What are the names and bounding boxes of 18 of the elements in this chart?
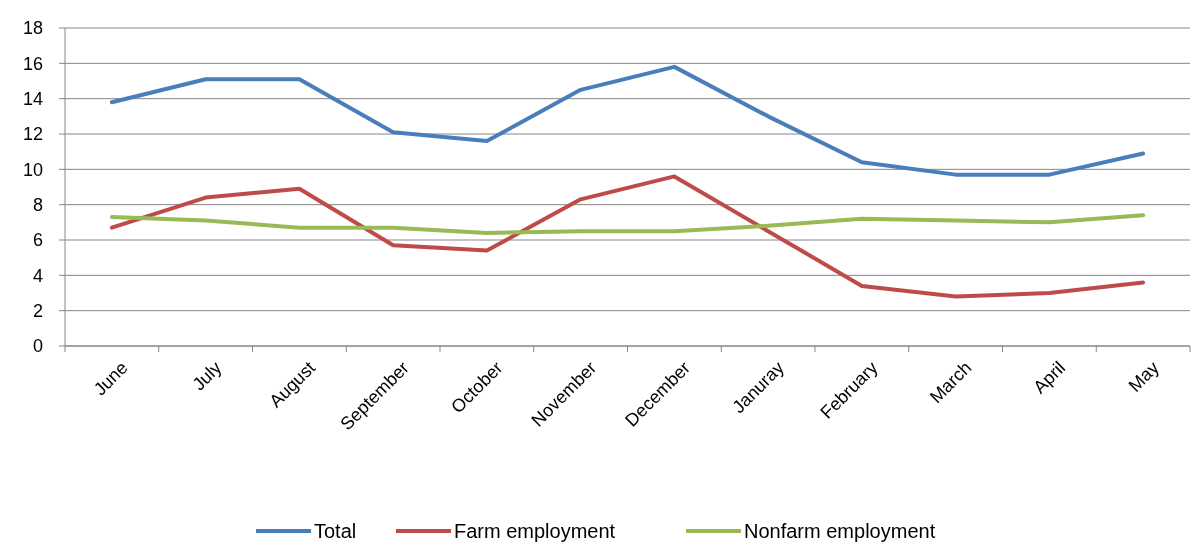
y-tick-label: 10 — [22, 159, 43, 180]
y-tick-label: 16 — [22, 53, 43, 74]
y-tick-label: 6 — [32, 230, 43, 251]
legend-label: Total — [314, 520, 357, 542]
line-series — [109, 174, 1146, 299]
y-tick-label: 14 — [22, 88, 43, 109]
y-tick-label: 2 — [32, 300, 43, 321]
line-series — [109, 213, 1146, 235]
y-tick-label: 18 — [22, 18, 43, 39]
x-tick-label: May — [1124, 357, 1163, 396]
y-tick-label: 4 — [32, 265, 43, 286]
line-series — [109, 64, 1146, 177]
legend-label: Farm employment — [454, 520, 616, 542]
y-tick-label: 12 — [22, 124, 43, 145]
y-tick-label: 8 — [32, 194, 43, 215]
x-tick-label: July — [188, 357, 226, 395]
y-tick-label: 0 — [32, 336, 43, 357]
legend-label: Nonfarm employment — [744, 520, 936, 542]
